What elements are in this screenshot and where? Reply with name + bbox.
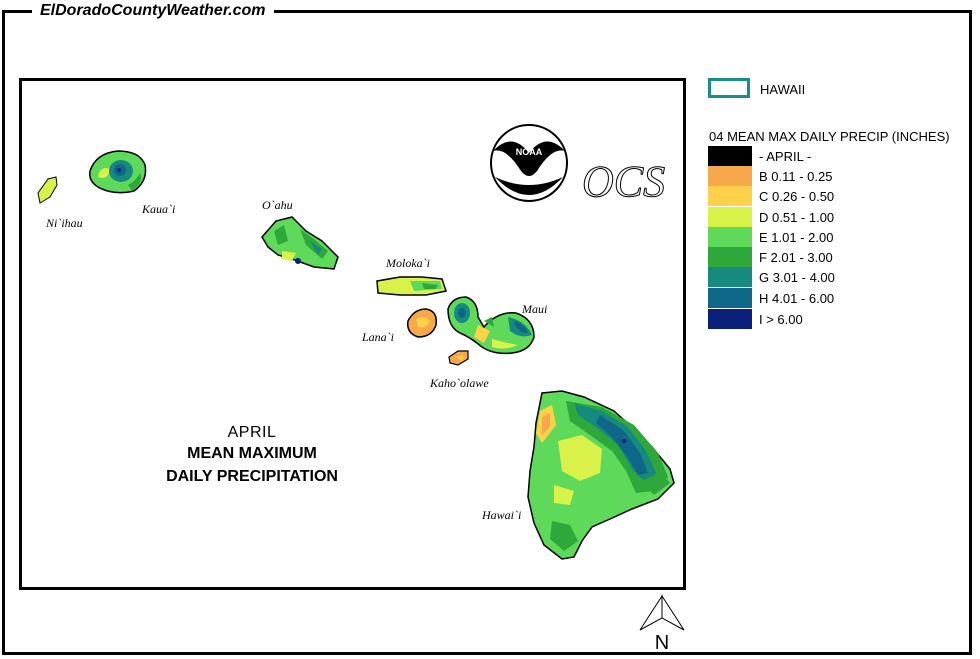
legend-item: G 3.01 - 4.00 (708, 267, 976, 287)
legend-swatch (708, 247, 752, 267)
map-title: APRIL MEAN MAXIMUM DAILY PRECIPITATION (142, 424, 362, 488)
map-title-month: APRIL (227, 424, 277, 441)
noaa-text: NOAA (516, 147, 543, 157)
legend-item: F 2.01 - 3.00 (708, 247, 976, 267)
label-kahoolawe: Kaho`olawe (429, 376, 489, 390)
map-title-line2: DAILY PRECIPITATION (166, 468, 338, 485)
legend-swatch (708, 186, 752, 206)
hawaii-map: NOAA OCS (37, 124, 675, 560)
legend-label: D 0.51 - 1.00 (759, 210, 835, 225)
legend-item: - APRIL - (708, 146, 976, 166)
legend-item: C 0.26 - 0.50 (708, 186, 976, 206)
island-molokai (376, 276, 447, 296)
legend-label: B 0.11 - 0.25 (759, 169, 833, 184)
island-kahoolawe (448, 350, 469, 366)
legend-swatch (708, 309, 752, 329)
legend-swatch (708, 267, 752, 287)
legend-label: H 4.01 - 6.00 (759, 291, 835, 306)
legend-label: G 3.01 - 4.00 (759, 270, 835, 285)
legend-swatch (708, 288, 752, 308)
legend-item: B 0.11 - 0.25 (708, 166, 976, 186)
label-oahu: O`ahu (262, 198, 293, 212)
outer-frame (2, 10, 972, 655)
legend-label: E 1.01 - 2.00 (759, 230, 834, 245)
north-label: N (655, 632, 669, 654)
legend-item: H 4.01 - 6.00 (708, 288, 976, 308)
island-niihau (37, 176, 58, 204)
island-lanai (406, 308, 438, 338)
legend-label: I > 6.00 (759, 312, 803, 327)
label-lanai: Lana`i (361, 330, 394, 344)
legend-label: F 2.01 - 3.00 (759, 250, 833, 265)
legend-item: I > 6.00 (708, 309, 976, 329)
site-title: ElDoradoCountyWeather.com (32, 2, 274, 20)
legend-heading: 04 MEAN MAX DAILY PRECIP (INCHES) (709, 129, 950, 144)
legend-swatch (708, 207, 752, 227)
label-molokai: Moloka`i (385, 256, 430, 270)
island-kauai (89, 150, 147, 194)
legend-item: D 0.51 - 1.00 (708, 207, 976, 227)
legend-label: - APRIL - (759, 149, 812, 164)
legend-item: E 1.01 - 2.00 (708, 227, 976, 247)
north-arrow-icon: N (639, 594, 685, 654)
legend-swatch (708, 146, 752, 166)
legend-swatch (708, 166, 752, 186)
island-maui (447, 296, 535, 355)
legend-swatch (708, 227, 752, 247)
hawaii-outline-swatch (708, 78, 750, 98)
label-niihau: Ni`ihau (45, 216, 83, 230)
island-hawaii (527, 390, 675, 560)
label-hawaii: Hawai`i (481, 508, 521, 522)
label-kauai: Kaua`i (141, 202, 175, 216)
label-maui: Maui (521, 302, 547, 316)
ocs-logo-text: OCS (582, 157, 665, 206)
map-title-line1: MEAN MAXIMUM (187, 445, 317, 462)
legend-label: C 0.26 - 0.50 (759, 189, 835, 204)
map-panel: NOAA OCS (19, 78, 686, 590)
hawaii-legend-label: HAWAII (760, 82, 806, 97)
island-oahu (261, 216, 339, 270)
noaa-logo-icon: NOAA (490, 124, 568, 202)
